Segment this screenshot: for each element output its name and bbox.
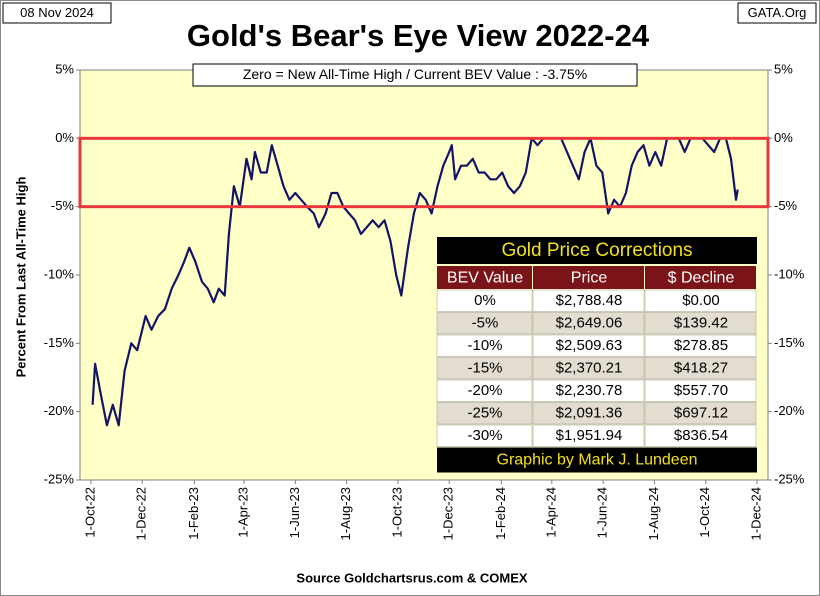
table-cell: $418.27 [674,360,728,377]
table-cell-bg [436,402,533,425]
y2-tick-label: 5% [774,61,793,76]
y-tick-label: -25% [44,471,75,486]
table-cell: $2,230.78 [556,382,623,399]
x-tick-label: 1-Oct-23 [389,487,404,538]
y2-tick-label: -10% [774,266,805,281]
date-box [2,2,112,24]
table-cell-bg [436,334,533,357]
x-tick-label: 1-Apr-24 [543,487,558,538]
table-cell-bg [644,334,757,357]
table-header: $ Decline [668,270,735,287]
x-tick-label: 1-Dec-24 [749,487,764,540]
table-cell: $2,649.06 [556,315,623,332]
table-cell: -25% [467,405,502,422]
table-cell-bg [644,379,757,402]
y2-tick-label: -15% [774,335,805,350]
table-cell-bg [436,424,533,447]
table-cell: $836.54 [674,427,728,444]
table-cell: $1,951.94 [556,427,623,444]
table-cell: -5% [472,315,499,332]
table-cell-bg [644,357,757,380]
table-cell: $139.42 [674,315,728,332]
table-footer-bg [437,447,757,473]
x-tick-label: 1-Aug-24 [646,487,661,540]
table-header: Price [571,270,608,287]
y2-tick-label: -20% [774,403,805,418]
table-cell: -20% [467,382,502,399]
table-cell: $2,370.21 [556,360,623,377]
table-cell: -10% [467,337,502,354]
table-cell: -30% [467,427,502,444]
chart-title: Gold's Bear's Eye View 2022-24 [187,18,650,53]
table-cell: $2,788.48 [556,292,623,309]
y2-tick-label: -5% [774,198,798,213]
site-box [737,2,817,24]
table-cell: $697.12 [674,405,728,422]
table-title: Gold Price Corrections [501,240,692,261]
x-tick-label: 1-Feb-23 [186,487,201,540]
y-tick-label: -15% [44,335,75,350]
y-tick-label: -20% [44,403,75,418]
table-cell-bg [644,312,757,335]
x-tick-label: 1-Jun-24 [595,487,610,538]
date-label: 08 Nov 2024 [20,5,94,20]
table-cell: -15% [467,360,502,377]
table-cell-bg [436,312,533,335]
table-header-bg [437,266,532,289]
y-tick-label: -5% [51,198,75,213]
x-tick-label: 1-Feb-24 [493,487,508,540]
annotation-box [192,63,638,87]
x-tick-label: 1-Oct-22 [82,487,97,538]
table-title-bg [437,237,757,264]
table-cell: $557.70 [674,382,728,399]
table-cell-bg [436,357,533,380]
annotation: Zero = New All-Time High / Current BEV V… [243,66,587,82]
table-header-bg [645,266,756,289]
y-axis-label: Percent From Last All-Time High [13,177,28,378]
site-label: GATA.Org [748,5,807,20]
table-header-bg [533,266,644,289]
table-cell-bg [532,379,645,402]
price-line [91,137,739,427]
table-cell: $2,509.63 [556,337,623,354]
table-cell-bg [436,289,533,312]
y-tick-label: 0% [55,130,74,145]
table-cell: $278.85 [674,337,728,354]
x-tick-label: 1-Jun-23 [287,487,302,538]
table-footer: Graphic by Mark J. Lundeen [497,452,698,469]
table-cell-bg [436,379,533,402]
table-cell: $2,091.36 [556,405,623,422]
table-cell-bg [644,424,757,447]
table-cell-bg [644,402,757,425]
table-cell-bg [532,402,645,425]
source-label: Source Goldchartsrus.com & COMEX [296,570,527,585]
y-tick-label: 5% [55,61,74,76]
table-cell-bg [532,312,645,335]
y-tick-label: -10% [44,266,75,281]
x-tick-label: 1-Dec-22 [134,487,149,540]
highlight-band [78,136,770,209]
x-tick-label: 1-Dec-23 [441,487,456,540]
table-cell: $0.00 [682,292,720,309]
table-cell-bg [532,334,645,357]
y2-tick-label: -25% [774,471,805,486]
table-header: BEV Value [447,270,523,287]
table-cell-bg [532,289,645,312]
x-tick-label: 1-Oct-24 [697,487,712,538]
table-cell-bg [644,289,757,312]
x-tick-label: 1-Apr-23 [235,487,250,538]
x-tick-label: 1-Aug-23 [338,487,353,540]
table-cell-bg [532,357,645,380]
table-cell: 0% [474,292,496,309]
table-cell-bg [532,424,645,447]
y2-tick-label: 0% [774,130,793,145]
